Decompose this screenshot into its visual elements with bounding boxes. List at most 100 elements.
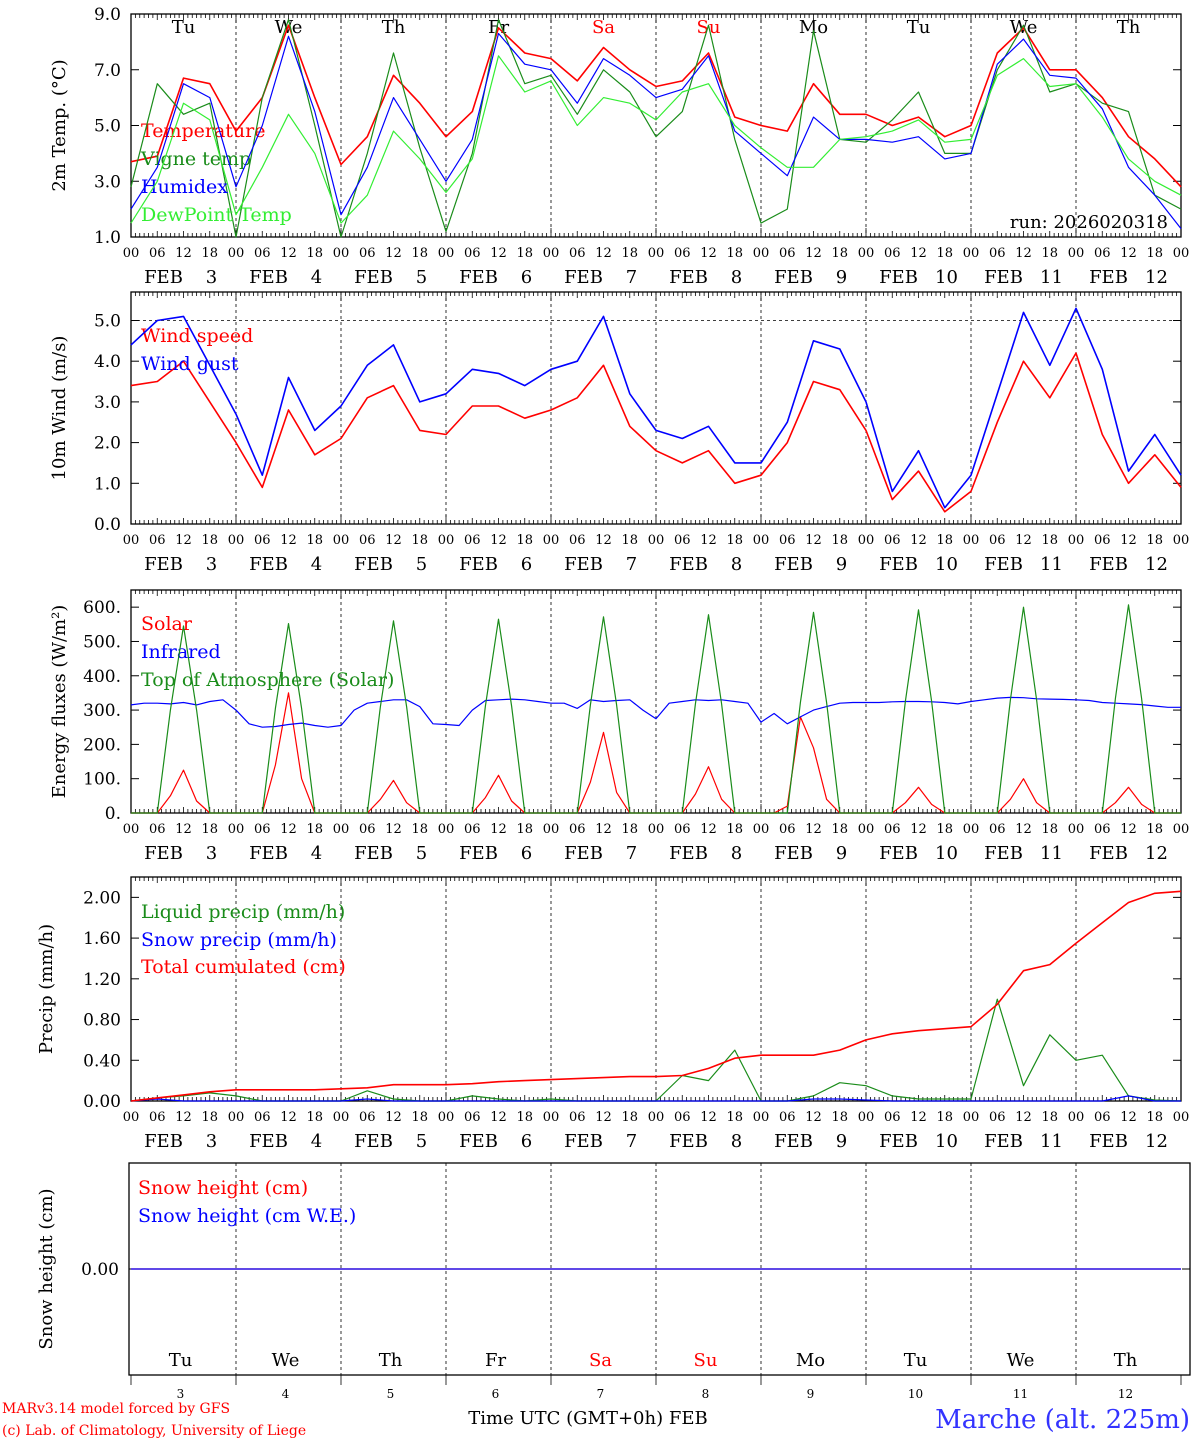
date-label: 8 xyxy=(731,1131,742,1152)
hour-tick-label: 06 xyxy=(149,822,166,837)
date-label: 8 xyxy=(731,843,742,864)
date-label: 9 xyxy=(836,1131,847,1152)
date-number-label: 6 xyxy=(492,1387,500,1401)
y-tick-label: 1.0 xyxy=(94,474,121,494)
month-label: FEB xyxy=(774,554,813,575)
hour-tick-label: 12 xyxy=(175,246,192,261)
series-line-liquid-precip-mm-h xyxy=(130,998,1182,1102)
hour-tick-label: 06 xyxy=(464,533,481,548)
hour-tick-label: 12 xyxy=(1120,822,1137,837)
panel-1: 00 06 12 18 00 06 12 18 00 06 12 18 00 06 12 18 00 06 12 18… xyxy=(49,5,1189,288)
hour-tick-label: 00 xyxy=(1068,822,1085,837)
hour-tick-label: 18 xyxy=(201,1110,218,1125)
date-number-label: 10 xyxy=(908,1387,923,1401)
month-label: FEB xyxy=(1089,843,1128,864)
y-tick-label: 500. xyxy=(83,632,121,652)
day-name-label: Su xyxy=(694,1350,718,1371)
legend-entry: Vigne temp xyxy=(140,148,251,170)
hour-tick-label: 18 xyxy=(831,822,848,837)
panel-2: 00 06 12 18 00 06 12 18 00 06 12 18 00 06 12 18 00 06 12 18… xyxy=(49,291,1190,575)
hour-tick-label: 12 xyxy=(595,533,612,548)
hour-tick-label: 12 xyxy=(490,1110,507,1125)
hour-tick-label: 18 xyxy=(621,533,638,548)
lab-credit: (c) Lab. of Climatology, University of L… xyxy=(2,1423,306,1439)
hour-tick-label: 12 xyxy=(1120,246,1137,261)
legend-entry: Top of Atmosphere (Solar) xyxy=(141,669,394,691)
hour-tick-label: 18 xyxy=(1041,1110,1058,1125)
hour-tick-label: 00 xyxy=(858,822,875,837)
hour-tick-label: 06 xyxy=(1094,533,1111,548)
hour-tick-label: 06 xyxy=(674,822,691,837)
date-label: 7 xyxy=(626,1131,637,1152)
hour-tick-label: 00 xyxy=(543,246,560,261)
y-tick-label: 600. xyxy=(83,598,121,618)
y-axis-label: Energy fluxes (W/m²) xyxy=(49,605,70,799)
hour-tick-label: 12 xyxy=(1120,533,1137,548)
series-line-vigne-temp xyxy=(130,19,1182,238)
y-tick-label: 0.00 xyxy=(81,1260,119,1280)
hour-tick-label: 18 xyxy=(831,246,848,261)
date-label: 10 xyxy=(935,554,958,575)
hour-tick-label: 12 xyxy=(385,533,402,548)
month-label: FEB xyxy=(459,843,498,864)
date-number-label: 11 xyxy=(1013,1387,1028,1401)
month-label: FEB xyxy=(879,267,918,288)
date-label: 11 xyxy=(1040,843,1063,864)
hour-tick-label: 12 xyxy=(490,822,507,837)
hour-tick-label: 18 xyxy=(1146,1110,1163,1125)
date-label: 9 xyxy=(836,554,847,575)
series-line-temperature xyxy=(130,24,1182,188)
month-label: FEB xyxy=(669,843,708,864)
hour-tick-label: 00 xyxy=(1173,533,1190,548)
hour-tick-label: 00 xyxy=(438,246,455,261)
hour-tick-label: 12 xyxy=(385,246,402,261)
date-label: 4 xyxy=(311,554,322,575)
month-label: FEB xyxy=(774,267,813,288)
month-label: FEB xyxy=(354,554,393,575)
month-label: FEB xyxy=(564,554,603,575)
hour-tick-label: 12 xyxy=(700,533,717,548)
month-label: FEB xyxy=(144,1131,183,1152)
hour-tick-label: 00 xyxy=(963,822,980,837)
hour-tick-label: 06 xyxy=(464,822,481,837)
date-label: 3 xyxy=(206,554,217,575)
legend-entry: Solar xyxy=(141,613,193,635)
date-label: 7 xyxy=(626,843,637,864)
hour-tick-label: 18 xyxy=(411,822,428,837)
month-label: FEB xyxy=(1089,267,1128,288)
hour-tick-label: 00 xyxy=(858,533,875,548)
hour-tick-label: 06 xyxy=(884,246,901,261)
panel-5: Tu 3 We 4 Th 5 Fr 6 Sa 7 Su 8 Mo 9 Tu 10 We 11 Th 12 0.00 Sno… xyxy=(36,1162,1191,1401)
legend-entry: Snow height (cm) xyxy=(138,1177,308,1199)
hour-tick-label: 12 xyxy=(700,246,717,261)
hour-tick-label: 06 xyxy=(359,533,376,548)
panel-4: 00 06 12 18 00 06 12 18 00 06 12 18 00 06 12 18 00 06 12 18… xyxy=(36,876,1189,1152)
hour-tick-label: 18 xyxy=(621,1110,638,1125)
day-name-label: We xyxy=(1007,1350,1035,1371)
hour-tick-label: 06 xyxy=(1094,246,1111,261)
hour-tick-label: 06 xyxy=(779,246,796,261)
y-axis-label: Precip (mm/h) xyxy=(36,924,57,1054)
hour-tick-label: 00 xyxy=(963,1110,980,1125)
hour-tick-label: 06 xyxy=(464,1110,481,1125)
day-name-label: Th xyxy=(1117,17,1141,38)
y-tick-label: 4.0 xyxy=(94,352,121,372)
hour-tick-label: 12 xyxy=(1015,822,1032,837)
date-label: 4 xyxy=(311,843,322,864)
hour-tick-label: 00 xyxy=(123,1110,140,1125)
day-name-label: We xyxy=(272,1350,300,1371)
hour-tick-label: 00 xyxy=(333,822,350,837)
date-label: 5 xyxy=(416,554,427,575)
hour-tick-label: 06 xyxy=(989,533,1006,548)
hour-tick-label: 12 xyxy=(280,533,297,548)
hour-tick-label: 12 xyxy=(805,533,822,548)
month-label: FEB xyxy=(354,267,393,288)
date-label: 9 xyxy=(836,267,847,288)
legend-entry: DewPoint Temp xyxy=(141,204,292,226)
date-number-label: 8 xyxy=(702,1387,710,1401)
y-axis-label: Snow height (cm) xyxy=(36,1188,57,1349)
hour-tick-label: 12 xyxy=(1015,533,1032,548)
legend-entry: Humidex xyxy=(141,176,228,198)
hour-tick-label: 18 xyxy=(516,533,533,548)
date-number-label: 4 xyxy=(282,1387,290,1401)
